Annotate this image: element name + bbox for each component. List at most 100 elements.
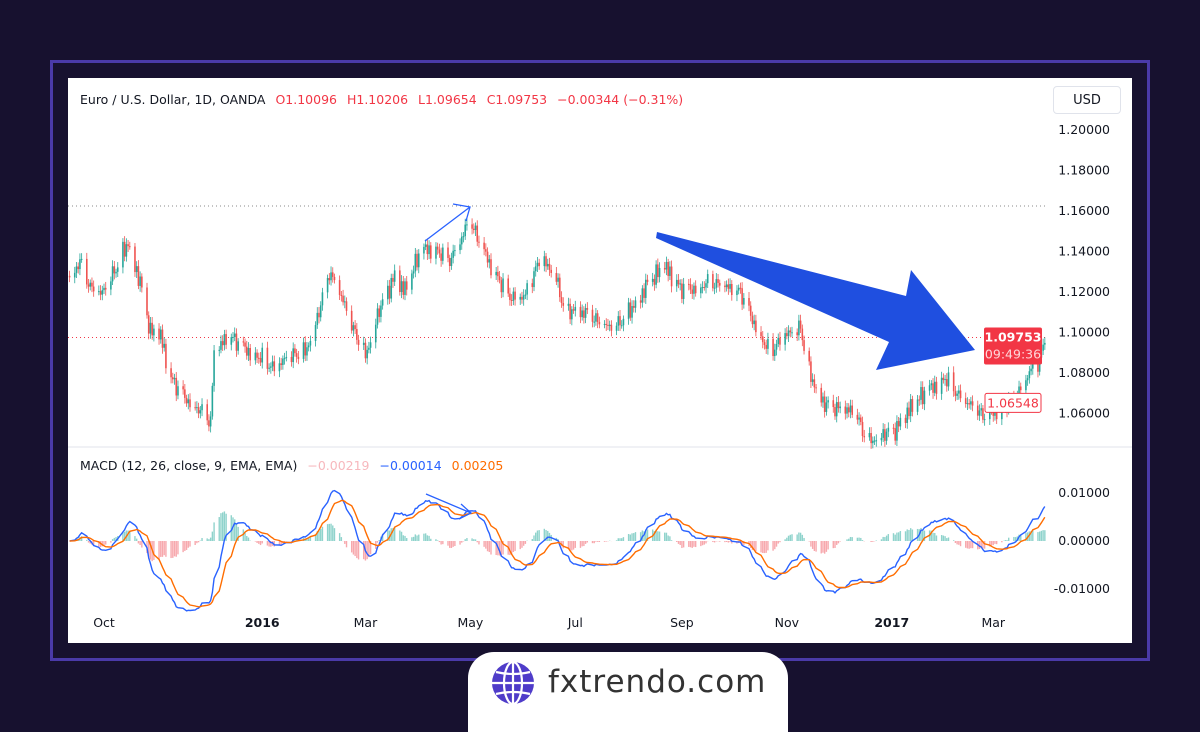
macd-line-value: −0.00014 bbox=[380, 458, 442, 473]
macd-histogram-bar bbox=[846, 539, 847, 541]
macd-histogram-bar bbox=[423, 534, 424, 541]
candle-body bbox=[592, 310, 594, 322]
macd-histogram-bar bbox=[158, 541, 159, 560]
candle-body bbox=[815, 387, 817, 388]
macd-histogram-bar bbox=[826, 541, 827, 552]
candle-body bbox=[967, 403, 969, 404]
candle-body bbox=[717, 279, 719, 283]
candle-body bbox=[550, 270, 552, 273]
candle-body bbox=[882, 429, 884, 438]
macd-histogram-bar bbox=[726, 541, 727, 542]
candle-body bbox=[74, 273, 76, 278]
candle-body bbox=[922, 387, 924, 404]
macd-histogram-bar bbox=[970, 541, 971, 548]
macd-histogram-bar bbox=[573, 541, 574, 550]
macd-histogram-bar bbox=[960, 541, 961, 546]
macd-histogram-bar bbox=[910, 528, 911, 541]
candle-body bbox=[129, 246, 131, 247]
macd-histogram-bar bbox=[248, 538, 249, 541]
macd-histogram-bar bbox=[413, 537, 414, 541]
macd-histogram-bar bbox=[604, 541, 605, 542]
candle-body bbox=[404, 281, 406, 295]
macd-histogram-bar bbox=[538, 530, 539, 541]
candle-body bbox=[222, 341, 224, 345]
macd-histogram-bar bbox=[571, 541, 572, 550]
macd-histogram-bar bbox=[346, 541, 347, 547]
macd-histogram-bar bbox=[174, 541, 175, 556]
macd-histogram-bar bbox=[105, 541, 106, 545]
candle-body bbox=[249, 348, 251, 360]
macd-histogram-bar bbox=[635, 532, 636, 541]
macd-signal-value: 0.00205 bbox=[452, 458, 504, 473]
candle-body bbox=[980, 408, 982, 410]
candle-body bbox=[69, 276, 71, 278]
candle-body bbox=[284, 358, 286, 359]
candle-body bbox=[230, 337, 232, 345]
macd-axis-label: 0.00000 bbox=[1058, 533, 1110, 548]
candle-body bbox=[960, 391, 962, 399]
macd-histogram-bar bbox=[514, 541, 515, 551]
macd-histogram-bar bbox=[523, 541, 524, 546]
candle-body bbox=[621, 325, 623, 326]
candle-body bbox=[561, 297, 563, 303]
macd-histogram-bar bbox=[153, 541, 154, 560]
candle-body bbox=[318, 313, 320, 317]
candle-body bbox=[655, 264, 657, 284]
candle-body bbox=[189, 399, 191, 407]
candle-body bbox=[163, 344, 165, 348]
candle-body bbox=[898, 421, 900, 426]
candle-body bbox=[728, 284, 730, 288]
candle-body bbox=[750, 306, 752, 316]
candle-body bbox=[972, 401, 974, 405]
candle-body bbox=[702, 287, 704, 288]
candle-body bbox=[212, 386, 214, 417]
candle-body bbox=[826, 402, 828, 412]
candle-body bbox=[705, 283, 707, 287]
candle-body bbox=[822, 397, 824, 403]
candle-body bbox=[881, 438, 883, 440]
price-axis-label: 1.16000 bbox=[1058, 203, 1110, 218]
candle-body bbox=[597, 313, 599, 322]
macd-histogram-bar bbox=[881, 539, 882, 541]
candle-body bbox=[525, 295, 527, 296]
candle-body bbox=[208, 420, 210, 426]
candle-body bbox=[845, 407, 847, 414]
macd-histogram-bar bbox=[103, 541, 104, 545]
candle-body bbox=[605, 324, 607, 325]
candle-body bbox=[428, 245, 430, 254]
chart-canvas[interactable]: 1.200001.180001.160001.140001.120001.100… bbox=[68, 78, 1132, 643]
candle-body bbox=[267, 348, 269, 369]
candle-body bbox=[968, 403, 970, 404]
candle-body bbox=[160, 330, 162, 340]
candle-body bbox=[430, 245, 432, 258]
candle-body bbox=[248, 348, 250, 356]
candle-body bbox=[320, 305, 322, 317]
candle-body bbox=[788, 330, 790, 336]
macd-histogram-bar bbox=[803, 538, 804, 541]
candle-body bbox=[76, 266, 78, 272]
macd-histogram-bar bbox=[580, 541, 581, 548]
macd-histogram-bar bbox=[599, 541, 600, 542]
macd-histogram-bar bbox=[258, 541, 259, 544]
macd-histogram-bar bbox=[210, 538, 211, 541]
candle-body bbox=[1044, 343, 1046, 345]
candle-body bbox=[906, 408, 908, 423]
candle-body bbox=[846, 407, 848, 413]
candle-body bbox=[604, 324, 606, 325]
macd-histogram-bar bbox=[327, 524, 328, 541]
macd-histogram-bar bbox=[415, 534, 416, 541]
macd-axis-label: -0.01000 bbox=[1054, 581, 1110, 596]
high-value: H1.10206 bbox=[347, 92, 408, 107]
candle-body bbox=[330, 272, 332, 280]
candle-body bbox=[982, 408, 984, 420]
candle-body bbox=[485, 249, 487, 251]
macd-histogram-bar bbox=[465, 539, 466, 541]
candle-body bbox=[310, 341, 312, 346]
candle-body bbox=[798, 321, 800, 336]
macd-histogram-bar bbox=[114, 538, 115, 541]
candle-body bbox=[380, 306, 382, 317]
currency-button[interactable]: USD bbox=[1053, 86, 1121, 114]
candle-body bbox=[894, 428, 896, 440]
candle-body bbox=[390, 278, 392, 299]
candle-body bbox=[243, 341, 245, 342]
